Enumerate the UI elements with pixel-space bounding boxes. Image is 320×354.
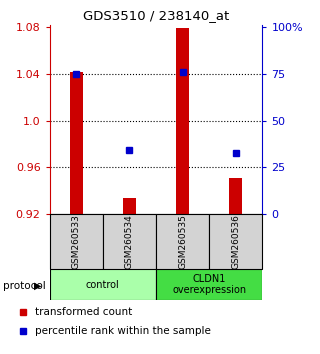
Bar <box>209 214 262 269</box>
Bar <box>50 214 103 269</box>
Text: transformed count: transformed count <box>35 307 132 317</box>
Bar <box>69 72 83 214</box>
Text: CLDN1
overexpression: CLDN1 overexpression <box>172 274 246 296</box>
Text: GSM260533: GSM260533 <box>72 214 81 269</box>
Title: GDS3510 / 238140_at: GDS3510 / 238140_at <box>83 9 229 22</box>
Bar <box>103 214 156 269</box>
Bar <box>156 269 262 300</box>
Bar <box>156 214 209 269</box>
Bar <box>229 178 243 214</box>
Text: GSM260536: GSM260536 <box>231 214 240 269</box>
Bar <box>123 198 136 214</box>
Text: control: control <box>86 280 120 290</box>
Text: ▶: ▶ <box>34 281 41 291</box>
Text: protocol: protocol <box>3 281 46 291</box>
Text: GSM260534: GSM260534 <box>125 214 134 269</box>
Bar <box>50 269 156 300</box>
Text: GSM260535: GSM260535 <box>178 214 187 269</box>
Text: percentile rank within the sample: percentile rank within the sample <box>35 326 211 336</box>
Bar <box>176 28 189 214</box>
